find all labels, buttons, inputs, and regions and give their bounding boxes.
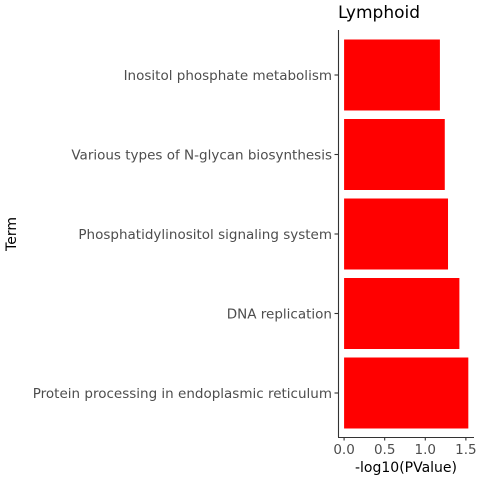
y-tick-label: Inositol phosphate metabolism — [124, 68, 332, 84]
y-tick-labels-group: Inositol phosphate metabolism Various typ… — [33, 68, 338, 402]
x-ticks-group: 0.0 0.5 1.0 1.5 — [333, 437, 477, 458]
bar — [344, 198, 449, 270]
y-axis-title: Term — [4, 217, 20, 252]
chart-title: Lymphoid — [338, 3, 420, 23]
y-tick-label: Protein processing in endoplasmic reticu… — [33, 386, 332, 402]
y-tick-label: DNA replication — [227, 307, 332, 323]
y-tick-label: Phosphatidylinositol signaling system — [78, 227, 332, 243]
x-tick-label: 1.5 — [455, 442, 476, 458]
x-tick-label: 0.5 — [374, 442, 395, 458]
bar — [344, 357, 469, 429]
x-tick-label: 1.0 — [415, 442, 436, 458]
x-tick-label: 0.0 — [333, 442, 354, 458]
bars-group — [344, 39, 469, 429]
x-axis-title: -log10(PValue) — [355, 460, 457, 476]
bar — [344, 119, 445, 190]
bar — [344, 39, 440, 111]
y-tick-label: Various types of N-glycan biosynthesis — [71, 148, 332, 164]
bar — [344, 278, 460, 349]
